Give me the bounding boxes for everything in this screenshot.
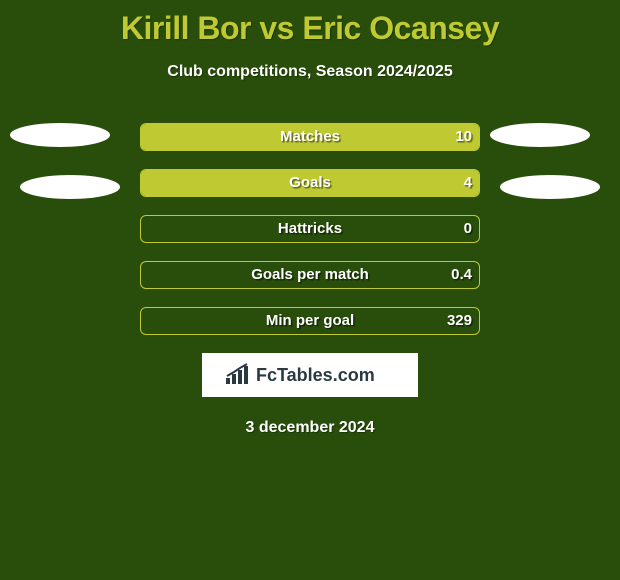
stat-value-right: 4 <box>464 169 472 197</box>
stat-row: Goals per match0.4 <box>0 261 620 289</box>
logo-text: FcTables.com <box>256 365 375 385</box>
stat-row: Hattricks0 <box>0 215 620 243</box>
fctables-logo: FcTables.com <box>220 360 400 390</box>
page-title: Kirill Bor vs Eric Ocansey <box>0 0 620 47</box>
stat-row: Matches10 <box>0 123 620 151</box>
date-line: 3 december 2024 <box>0 419 620 437</box>
page-subtitle: Club competitions, Season 2024/2025 <box>0 63 620 81</box>
stat-bar-outline <box>140 261 480 289</box>
stat-bar-outline <box>140 307 480 335</box>
stat-bar-outline <box>140 169 480 197</box>
stat-bar-fill-left <box>141 124 479 150</box>
stat-value-right: 0 <box>464 215 472 243</box>
stat-value-right: 0.4 <box>451 261 472 289</box>
stat-row: Min per goal329 <box>0 307 620 335</box>
stat-bar-outline <box>140 215 480 243</box>
stat-value-right: 329 <box>447 307 472 335</box>
stat-bar-outline <box>140 123 480 151</box>
logo-box: FcTables.com <box>202 353 418 397</box>
stat-bar-fill-left <box>141 170 479 196</box>
stat-row: Goals4 <box>0 169 620 197</box>
comparison-chart: Matches10 Goals4 Hattricks0 Goals per match… <box>0 123 620 335</box>
stat-value-right: 10 <box>455 123 472 151</box>
